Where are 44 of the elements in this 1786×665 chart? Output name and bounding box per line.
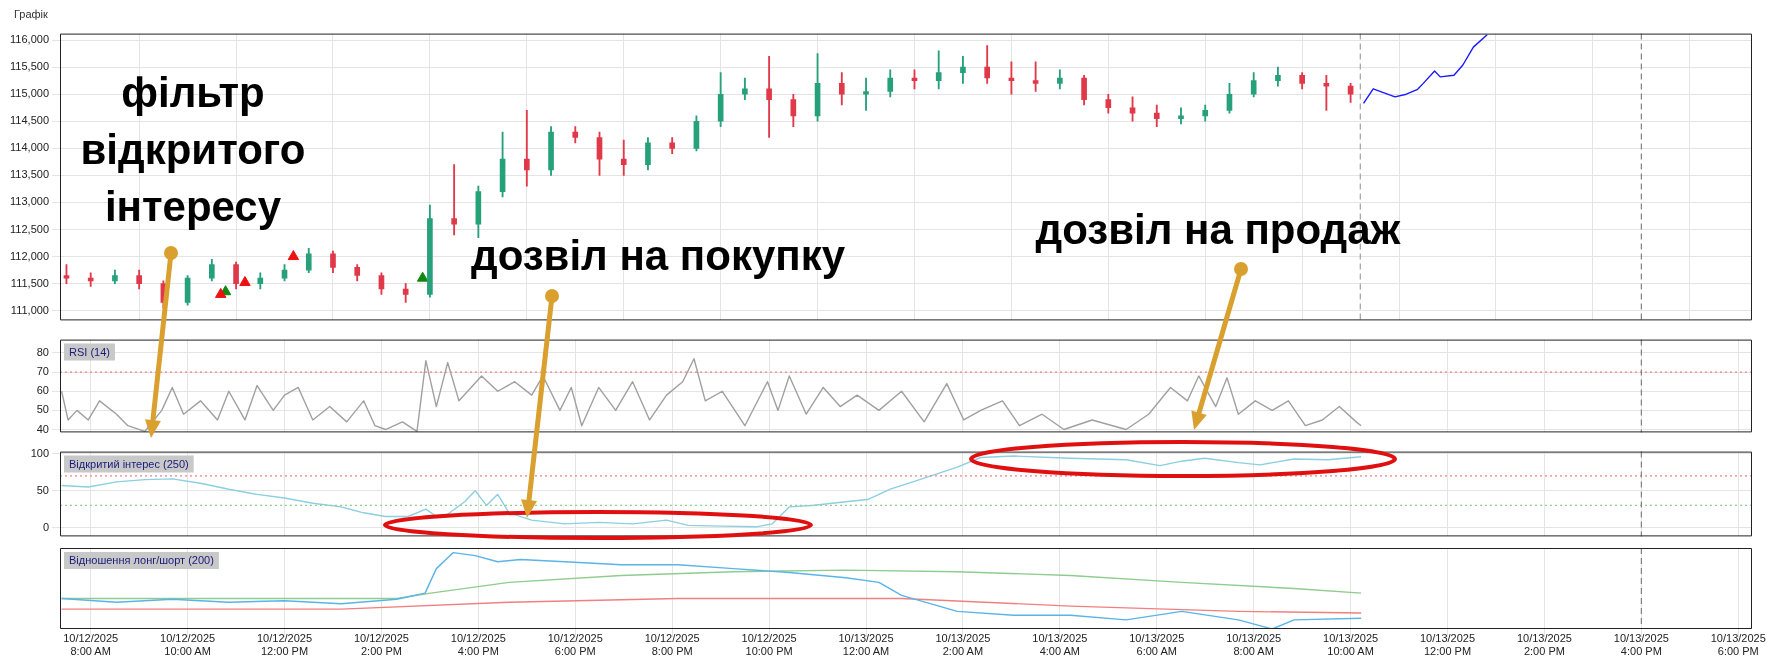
x-tick-label: 10/12/2025 12:00 PM bbox=[256, 632, 314, 658]
y-tick-label: 114,500 bbox=[10, 114, 49, 127]
y-tick-label: 111,000 bbox=[10, 303, 49, 316]
x-tick-label: 10/12/2025 2:00 PM bbox=[352, 632, 410, 658]
y-tick-label: 116,000 bbox=[10, 33, 49, 46]
y-tick-label: 114,000 bbox=[10, 141, 49, 154]
annotation: дозвіл на продаж bbox=[1035, 206, 1401, 254]
y-tick-label: 0 bbox=[42, 520, 49, 533]
y-tick-label: 50 bbox=[36, 403, 49, 416]
y-tick-label: 80 bbox=[36, 346, 49, 359]
x-tick-label: 10/12/2025 10:00 AM bbox=[159, 632, 217, 658]
y-tick-label: 112,500 bbox=[10, 222, 49, 235]
x-tick-label: 10/12/2025 4:00 PM bbox=[449, 632, 507, 658]
annotation: дозвіл на покупку bbox=[470, 232, 846, 280]
y-tick-label: 70 bbox=[36, 365, 49, 378]
x-tick-label: 10/13/2025 12:00 AM bbox=[837, 632, 895, 658]
x-tick-label: 10/13/2025 12:00 PM bbox=[1419, 632, 1477, 658]
text: RSI (14) bbox=[69, 345, 110, 358]
y-tick-label: 115,500 bbox=[10, 60, 49, 73]
annotation: фільтр відкритого інтересу bbox=[80, 69, 306, 230]
x-tick-label: 10/13/2025 2:00 AM bbox=[934, 632, 992, 658]
x-tick-label: 10/12/2025 8:00 PM bbox=[643, 632, 701, 658]
x-tick-label: 10/13/2025 2:00 PM bbox=[1515, 632, 1573, 658]
y-tick-label: 112,000 bbox=[10, 249, 49, 262]
chart-title: Відношення лонг/шорт (200) bbox=[69, 554, 214, 567]
x-tick-label: 10/12/2025 8:00 AM bbox=[62, 632, 120, 658]
y-tick-label: 115,000 bbox=[10, 87, 49, 100]
x-tick-label: 10/12/2025 10:00 PM bbox=[740, 632, 798, 658]
chart-title: Графік bbox=[14, 8, 48, 20]
x-tick-label: 10/13/2025 4:00 AM bbox=[1031, 632, 1089, 658]
y-tick-label: 113,000 bbox=[10, 195, 49, 208]
x-tick-label: 10/13/2025 6:00 AM bbox=[1128, 632, 1186, 658]
x-tick-label: 10/13/2025 4:00 PM bbox=[1612, 632, 1670, 658]
x-tick-label: 10/13/2025 6:00 PM bbox=[1709, 632, 1767, 658]
y-tick-label: 113,500 bbox=[10, 168, 49, 181]
y-tick-label: 100 bbox=[30, 446, 49, 459]
y-tick-label: 40 bbox=[36, 422, 49, 435]
y-tick-label: 50 bbox=[36, 483, 49, 496]
x-tick-label: 10/13/2025 8:00 AM bbox=[1225, 632, 1283, 658]
y-tick-label: 111,500 bbox=[10, 276, 49, 289]
text: Відкритий інтерес (250) bbox=[69, 457, 189, 470]
x-tick-label: 10/12/2025 6:00 PM bbox=[546, 632, 604, 658]
y-tick-label: 60 bbox=[36, 384, 49, 397]
x-tick-label: 10/13/2025 10:00 AM bbox=[1322, 632, 1380, 658]
